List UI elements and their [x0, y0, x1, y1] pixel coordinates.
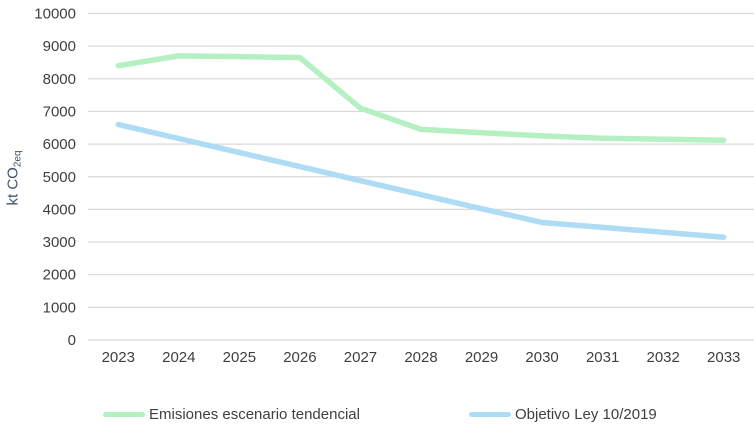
y-tick-label: 5000: [43, 169, 76, 186]
legend-swatch-emisiones: [103, 411, 145, 417]
y-tick-label: 6000: [43, 136, 76, 153]
x-tick-label: 2023: [102, 349, 135, 366]
legend-item-objetivo: Objetivo Ley 10/2019: [469, 403, 657, 425]
x-tick-label: 2027: [344, 349, 377, 366]
legend: Emisiones escenario tendencial Objetivo …: [0, 403, 754, 429]
y-tick-label: 3000: [43, 234, 76, 251]
y-tick-label: 9000: [43, 38, 76, 55]
legend-label-objetivo: Objetivo Ley 10/2019: [515, 405, 657, 423]
x-tick-label: 2032: [646, 349, 679, 366]
x-tick-label: 2031: [586, 349, 619, 366]
y-tick-label: 8000: [43, 71, 76, 88]
y-tick-label: 2000: [43, 267, 76, 284]
legend-label-emisiones: Emisiones escenario tendencial: [149, 405, 360, 423]
x-tick-label: 2033: [707, 349, 740, 366]
y-axis-title-subscript: 2eq: [12, 150, 24, 168]
x-tick-label: 2024: [162, 349, 195, 366]
y-tick-label: 4000: [43, 201, 76, 218]
y-tick-label: 0: [68, 332, 76, 349]
legend-item-emisiones: Emisiones escenario tendencial: [103, 403, 360, 425]
x-tick-label: 2028: [404, 349, 437, 366]
x-tick-label: 2025: [223, 349, 256, 366]
x-tick-label: 2026: [283, 349, 316, 366]
legend-swatch-objetivo: [469, 411, 511, 417]
series-line-objetivo: [115, 121, 727, 240]
series-line-emisiones: [115, 53, 727, 143]
x-tick-label: 2029: [465, 349, 498, 366]
y-axis-title-text: kt CO: [4, 167, 22, 206]
y-axis-title: kt CO2eq: [5, 150, 24, 205]
y-tick-label: 1000: [43, 299, 76, 316]
y-tick-label: 7000: [43, 103, 76, 120]
y-tick-label: 10000: [34, 6, 76, 23]
x-tick-label: 2030: [525, 349, 558, 366]
